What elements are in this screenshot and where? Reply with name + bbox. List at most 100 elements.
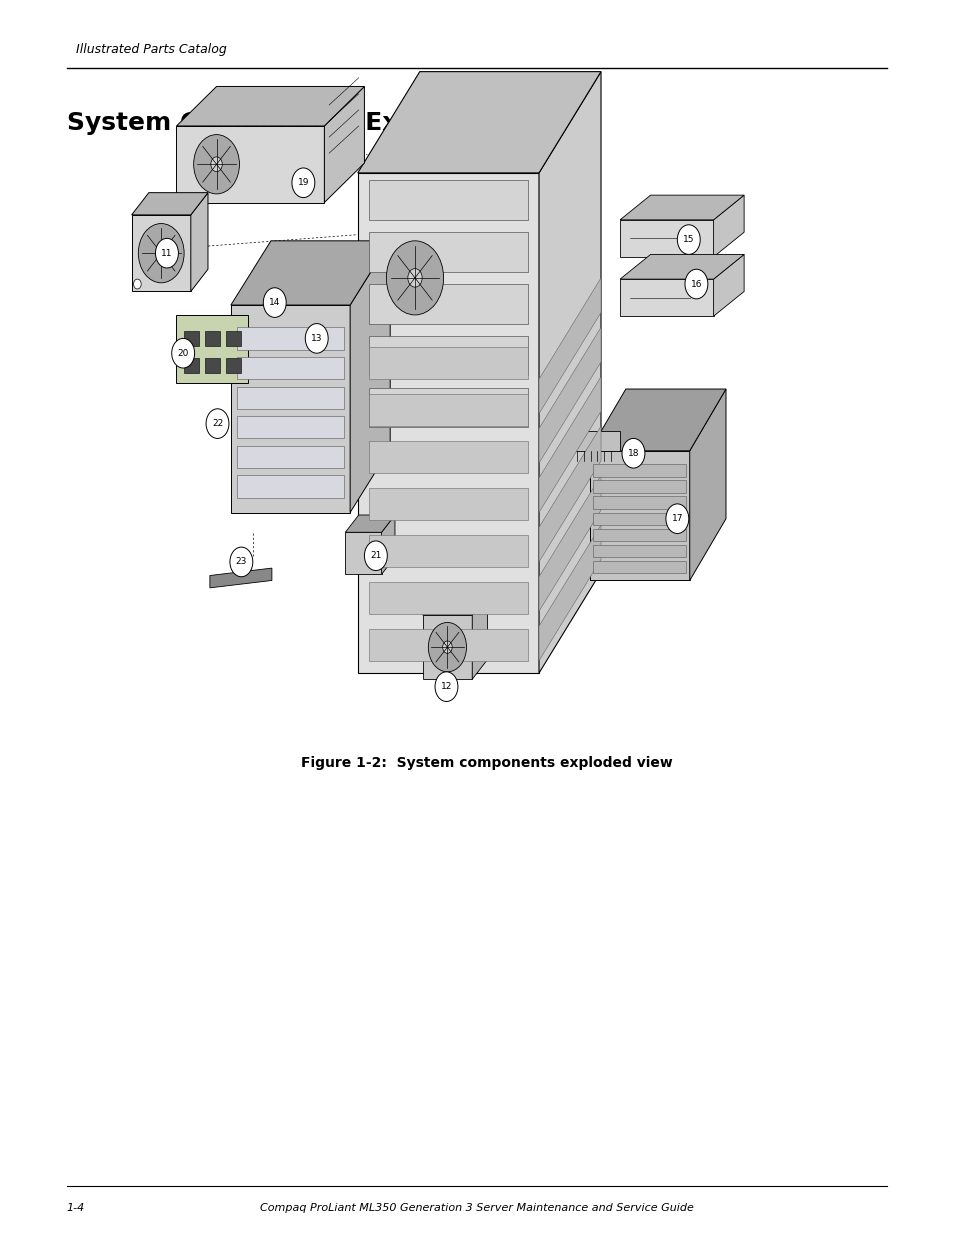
Text: 18: 18 [627, 448, 639, 458]
Polygon shape [176, 86, 364, 126]
Polygon shape [619, 195, 743, 220]
Bar [369, 582, 527, 614]
Text: 15: 15 [682, 235, 694, 245]
Polygon shape [572, 431, 619, 451]
Text: Illustrated Parts Catalog: Illustrated Parts Catalog [76, 42, 227, 56]
Bar [236, 475, 344, 498]
Bar [369, 629, 527, 661]
Bar [593, 545, 685, 557]
Text: 23: 23 [235, 557, 247, 567]
Text: Figure 1-2:  System components exploded view: Figure 1-2: System components exploded v… [300, 756, 672, 769]
Circle shape [428, 622, 466, 672]
Circle shape [364, 541, 387, 571]
Circle shape [138, 224, 184, 283]
Bar [236, 416, 344, 438]
Polygon shape [538, 475, 600, 611]
Bar [132, 215, 191, 291]
Polygon shape [713, 195, 743, 257]
Polygon shape [538, 426, 600, 562]
Circle shape [408, 268, 421, 287]
Bar [205, 331, 220, 346]
Text: 11: 11 [161, 248, 172, 258]
Text: 1-4: 1-4 [67, 1203, 85, 1213]
Bar [369, 488, 527, 520]
Bar [369, 535, 527, 567]
Polygon shape [191, 193, 208, 291]
Bar [369, 284, 527, 324]
Circle shape [206, 409, 229, 438]
Circle shape [684, 269, 707, 299]
Polygon shape [689, 389, 725, 580]
Bar [369, 347, 527, 379]
Bar [226, 331, 241, 346]
Bar [619, 220, 713, 257]
Circle shape [193, 135, 239, 194]
Circle shape [435, 672, 457, 701]
Polygon shape [231, 241, 390, 305]
Polygon shape [538, 377, 600, 513]
Circle shape [665, 504, 688, 534]
Bar [369, 180, 527, 220]
Bar [593, 529, 685, 541]
Bar [236, 327, 344, 350]
Polygon shape [381, 515, 395, 574]
Circle shape [263, 288, 286, 317]
Circle shape [230, 547, 253, 577]
Polygon shape [255, 249, 379, 272]
Polygon shape [538, 72, 600, 673]
Bar [236, 357, 344, 379]
Bar [357, 173, 538, 673]
Text: 20: 20 [177, 348, 189, 358]
Text: 14: 14 [269, 298, 280, 308]
Text: Compaq ProLiant ML350 Generation 3 Server Maintenance and Service Guide: Compaq ProLiant ML350 Generation 3 Serve… [260, 1203, 693, 1213]
Bar [619, 279, 713, 316]
Polygon shape [357, 72, 600, 173]
Bar [226, 358, 241, 373]
Text: 22: 22 [212, 419, 223, 429]
Bar [205, 358, 220, 373]
Polygon shape [345, 515, 395, 532]
Bar [593, 464, 685, 477]
Bar [236, 387, 344, 409]
Bar [176, 315, 248, 383]
Bar [184, 331, 199, 346]
Bar [369, 388, 527, 427]
Text: 17: 17 [671, 514, 682, 524]
Polygon shape [538, 525, 600, 661]
Polygon shape [713, 254, 743, 316]
Bar [345, 532, 381, 574]
Polygon shape [324, 86, 364, 203]
Polygon shape [210, 568, 272, 588]
Bar [369, 232, 527, 272]
Polygon shape [619, 254, 743, 279]
Circle shape [155, 246, 167, 261]
Bar [369, 441, 527, 473]
Circle shape [677, 225, 700, 254]
Bar [369, 336, 527, 375]
Circle shape [133, 279, 141, 289]
Circle shape [292, 168, 314, 198]
Bar [422, 615, 472, 679]
Bar [184, 358, 199, 373]
Circle shape [211, 157, 222, 172]
Text: 12: 12 [440, 682, 452, 692]
Circle shape [305, 324, 328, 353]
Circle shape [621, 438, 644, 468]
Bar [593, 496, 685, 509]
Circle shape [155, 238, 178, 268]
Text: 21: 21 [370, 551, 381, 561]
Polygon shape [589, 389, 725, 451]
Bar [231, 305, 350, 513]
Polygon shape [132, 193, 208, 215]
Text: 13: 13 [311, 333, 322, 343]
Bar [589, 451, 689, 580]
Text: 19: 19 [297, 178, 309, 188]
Polygon shape [538, 278, 600, 414]
Polygon shape [350, 241, 390, 513]
Circle shape [172, 338, 194, 368]
Bar [593, 561, 685, 573]
Bar [176, 126, 324, 203]
Circle shape [442, 641, 452, 653]
Text: System Components Exploded View: System Components Exploded View [67, 111, 571, 135]
Polygon shape [351, 249, 379, 299]
